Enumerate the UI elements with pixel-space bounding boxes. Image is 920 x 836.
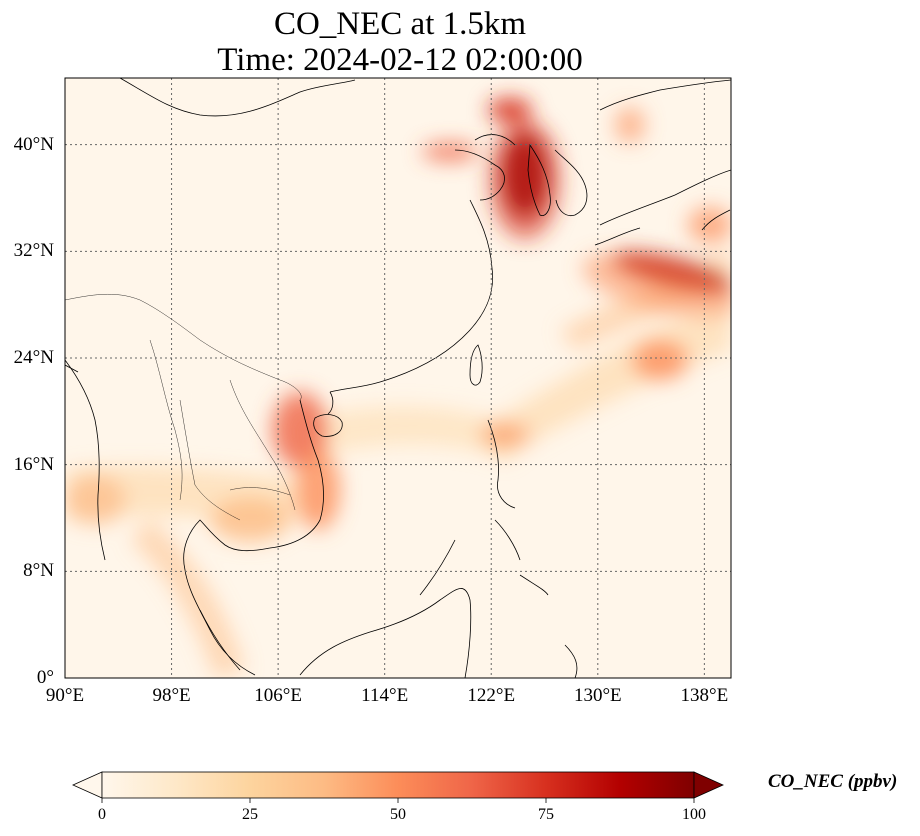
coastline-bengal <box>65 364 79 373</box>
map-subtitle-time: Time: 2024-02-12 02:00:00 <box>217 42 583 78</box>
plume-yellow-sea-halo <box>489 120 561 240</box>
plume-taiwan-east <box>480 423 530 447</box>
colorbar-label: CO_NEC (ppbv) <box>768 771 898 792</box>
colorbar-tick-label: 75 <box>538 806 554 823</box>
coastline-vietnam <box>269 399 324 549</box>
lon-tick-label: 138°E <box>680 685 729 706</box>
plume-vietnam-coast <box>296 450 340 530</box>
lon-tick-label: 122°E <box>467 685 516 706</box>
plume-bohai <box>488 98 532 122</box>
lon-tick-label: 130°E <box>573 685 622 706</box>
map-frame <box>64 77 732 679</box>
border-thailand <box>179 399 241 521</box>
lon-tick-label: 98°E <box>152 685 191 706</box>
plume-liaodong <box>422 143 478 161</box>
border-india-china <box>65 293 201 341</box>
plume-philippine-sea <box>632 340 688 380</box>
coastline-korea-east <box>554 149 588 217</box>
coastline-bohai <box>454 149 505 201</box>
border-laos <box>229 379 296 511</box>
coastline-hainan <box>313 414 343 437</box>
plume-korea-east <box>615 107 645 143</box>
colorbar-ticks <box>101 798 695 803</box>
coastline-sulawesi <box>564 644 578 678</box>
lon-tick-label: 90°E <box>45 685 85 706</box>
coastline-gulf-thailand <box>183 519 271 676</box>
lat-tick-label: 8°N <box>23 560 54 582</box>
lat-tick-label: 40°N <box>13 133 54 155</box>
lat-tick-label: 24°N <box>13 347 54 368</box>
coastline-borneo <box>299 588 472 678</box>
colorbar-tick-label: 25 <box>242 806 258 823</box>
gridlines <box>65 78 731 678</box>
co-concentration-field <box>65 98 731 678</box>
plume-japan-east <box>688 207 731 243</box>
coastline-palawan <box>419 539 456 596</box>
lat-tick-label: 16°N <box>13 453 54 475</box>
plume-cambodia <box>210 498 290 542</box>
plume-band-east-china-sea <box>480 300 731 460</box>
colorbar-tick-label: 50 <box>390 806 406 823</box>
coastline-myanmar <box>65 359 106 561</box>
colorbar-extend-high <box>693 771 724 799</box>
border-cambodia <box>229 487 291 496</box>
coastline-taiwan <box>469 344 483 386</box>
lat-tick-label: 0° <box>36 667 54 688</box>
border-china-indochina <box>199 339 302 401</box>
colorbar-tick-label: 0 <box>98 806 106 823</box>
colorbar-tick-label: 100 <box>682 806 706 823</box>
plume-band-south-china-sea <box>290 406 520 460</box>
country-borders <box>65 293 302 521</box>
coastlines <box>65 78 731 678</box>
coastline-leizhou <box>327 391 334 415</box>
plume-japan-south-halo <box>582 253 731 317</box>
colorbar <box>72 771 724 803</box>
lon-tick-label: 106°E <box>254 685 302 706</box>
coastline-luzon <box>487 419 549 596</box>
lon-tick-label: 114°E <box>361 685 409 706</box>
coastline-malaya <box>199 609 241 671</box>
coastline-japan <box>594 169 731 246</box>
coastline-east-siberia <box>599 79 731 111</box>
colorbar-extend-low <box>72 771 103 799</box>
plume-myanmar <box>65 475 125 525</box>
border-myanmar <box>149 339 183 501</box>
coastline-korea <box>527 143 551 217</box>
map-title: CO_NEC at 1.5km <box>273 6 527 42</box>
colorbar-gradient <box>101 771 695 799</box>
coastline-russia-north <box>119 78 356 117</box>
coastline-china-east <box>329 199 494 393</box>
lat-tick-label: 32°N <box>13 240 54 262</box>
coastline-liaodong <box>474 134 516 146</box>
